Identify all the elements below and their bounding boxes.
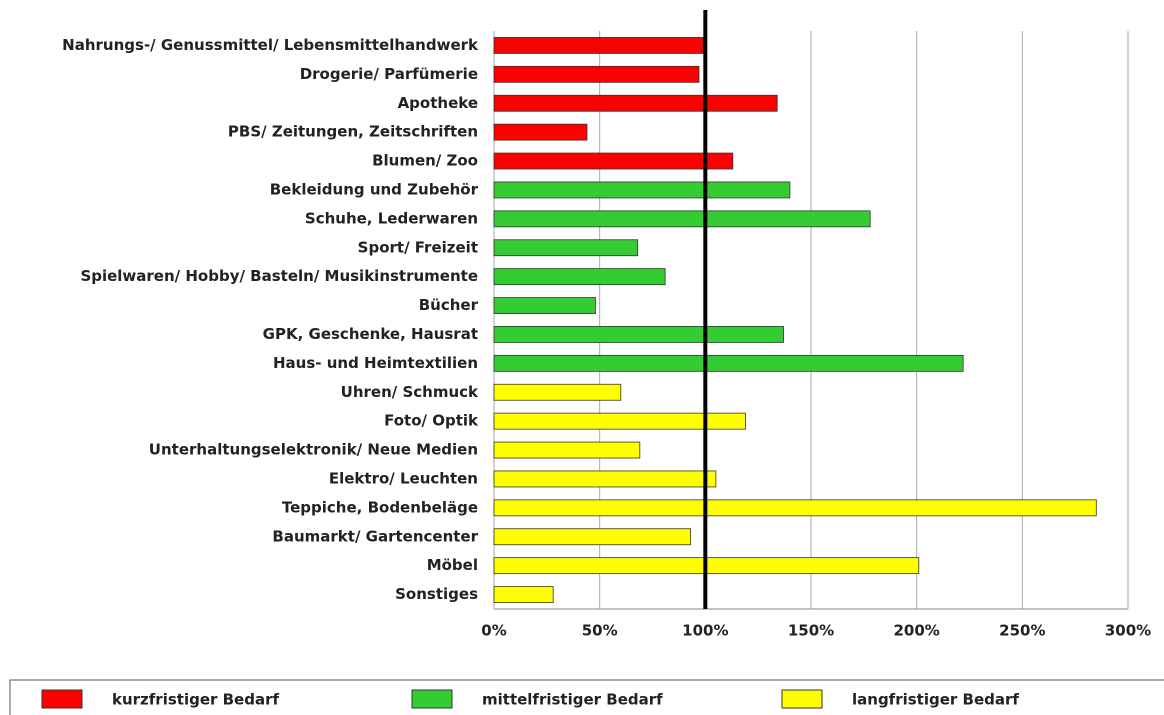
x-tick-label: 50% bbox=[582, 622, 618, 640]
bar bbox=[493, 383, 622, 401]
y-tick-label: Spielwaren/ Hobby/ Basteln/ Musikinstrum… bbox=[80, 267, 478, 285]
y-tick-label: Schuhe, Lederwaren bbox=[305, 209, 478, 227]
y-tick-label: Drogerie/ Parfümerie bbox=[300, 65, 478, 83]
bar bbox=[493, 123, 588, 141]
legend-box bbox=[9, 679, 1164, 715]
y-tick-label: Uhren/ Schmuck bbox=[341, 383, 479, 401]
bar bbox=[493, 94, 778, 112]
legend-swatch bbox=[781, 689, 823, 709]
y-tick-label: Bücher bbox=[419, 296, 479, 314]
bar bbox=[493, 499, 1097, 517]
y-tick-label: Blumen/ Zoo bbox=[372, 152, 478, 170]
x-tick-label: 200% bbox=[893, 622, 939, 640]
x-tick-label: 100% bbox=[682, 622, 728, 640]
legend-label: langfristiger Bedarf bbox=[852, 691, 1019, 709]
bar bbox=[493, 65, 700, 83]
bar bbox=[493, 268, 666, 286]
y-tick-label: Haus- und Heimtextilien bbox=[273, 354, 478, 372]
y-tick-label: GPK, Geschenke, Hausrat bbox=[263, 325, 478, 343]
bar bbox=[493, 441, 641, 459]
legend-swatch bbox=[41, 689, 83, 709]
legend-label: mittelfristiger Bedarf bbox=[482, 691, 663, 709]
y-tick-label: Bekleidung und Zubehör bbox=[270, 180, 479, 198]
x-tick-label: 0% bbox=[481, 622, 506, 640]
legend-label: kurzfristiger Bedarf bbox=[112, 691, 279, 709]
bar bbox=[493, 412, 746, 430]
y-tick-label: Teppiche, Bodenbeläge bbox=[282, 498, 478, 516]
y-tick-label: Nahrungs-/ Genussmittel/ Lebensmittelhan… bbox=[62, 36, 479, 54]
y-tick-label: Elektro/ Leuchten bbox=[329, 469, 478, 487]
x-tick-label: 150% bbox=[788, 622, 834, 640]
bar bbox=[493, 528, 691, 546]
y-tick-label: Baumarkt/ Gartencenter bbox=[272, 527, 478, 545]
bar bbox=[493, 239, 639, 257]
y-tick-label: Sonstiges bbox=[395, 585, 478, 603]
bar bbox=[493, 297, 596, 314]
x-tick-label: 300% bbox=[1105, 622, 1151, 640]
y-tick-label: PBS/ Zeitungen, Zeitschriften bbox=[228, 123, 478, 141]
y-tick-label: Sport/ Freizeit bbox=[358, 238, 478, 256]
bar bbox=[493, 586, 554, 603]
bar bbox=[493, 37, 704, 54]
legend-swatch bbox=[411, 689, 453, 709]
bar bbox=[493, 354, 964, 372]
bar bbox=[493, 152, 734, 170]
bar bbox=[493, 181, 791, 199]
bar bbox=[493, 210, 871, 228]
y-tick-label: Foto/ Optik bbox=[384, 412, 479, 430]
y-tick-label: Möbel bbox=[427, 556, 478, 574]
y-tick-label: Unterhaltungselektronik/ Neue Medien bbox=[149, 441, 478, 459]
bar bbox=[493, 470, 717, 488]
y-tick-label: Apotheke bbox=[398, 94, 478, 112]
x-tick-label: 250% bbox=[999, 622, 1045, 640]
bar bbox=[493, 326, 784, 343]
